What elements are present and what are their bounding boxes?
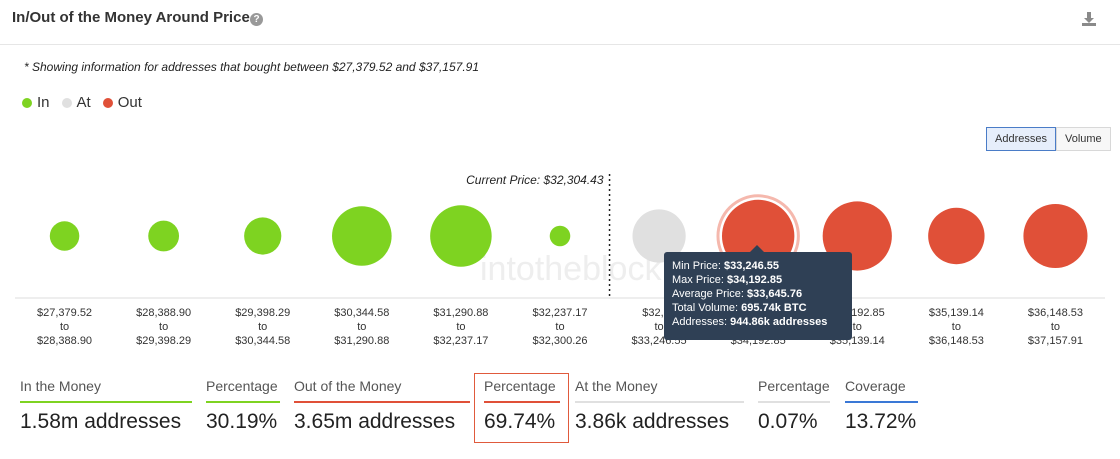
bubble-at[interactable] xyxy=(632,209,686,263)
stat-label: Percentage xyxy=(206,378,278,394)
stat-out-of-the-money: Out of the Money 3.65m addresses xyxy=(294,378,470,434)
tooltip-addresses-label: Addresses: xyxy=(672,316,728,328)
stat-value: 30.19% xyxy=(206,410,278,433)
stat-value: 0.07% xyxy=(758,410,818,433)
stats-row: In the Money 1.58m addresses Percentage … xyxy=(0,370,1120,459)
highlight-box xyxy=(474,373,569,443)
page-title: In/Out of the Money Around Price xyxy=(12,9,250,26)
stat-label: Percentage xyxy=(484,378,556,394)
stat-value: 13.72% xyxy=(845,410,917,433)
tooltip-min-value: $33,246.55 xyxy=(723,260,780,272)
stat-value: 3.65m addresses xyxy=(294,410,456,433)
bin-label: $28,388.90 xyxy=(136,307,191,319)
bin-label: to xyxy=(1051,321,1060,333)
metric-toggle: Addresses Volume xyxy=(986,127,1111,151)
stat-bar xyxy=(758,401,830,403)
stat-value: 1.58m addresses xyxy=(20,410,182,433)
bubble-in[interactable] xyxy=(430,205,492,267)
stat-in-the-money: In the Money 1.58m addresses xyxy=(20,378,192,434)
bin-label: to xyxy=(952,321,961,333)
bin-label: $31,290.88 xyxy=(433,307,488,319)
bin-label: to xyxy=(60,321,69,333)
stat-bar xyxy=(206,401,280,403)
stat-label: Out of the Money xyxy=(294,378,402,394)
stat-label: Coverage xyxy=(845,378,906,394)
range-note: * Showing information for addresses that… xyxy=(24,60,479,74)
bubble-in[interactable] xyxy=(148,220,180,252)
addresses-button[interactable]: Addresses xyxy=(986,127,1056,151)
stat-label: In the Money xyxy=(20,378,101,394)
legend-label-in: In xyxy=(37,94,50,111)
legend-item-in[interactable]: In xyxy=(22,94,50,111)
legend: In At Out xyxy=(22,94,154,111)
tooltip-arrow xyxy=(750,245,764,252)
stat-coverage: Coverage 13.72% xyxy=(845,378,918,434)
bubble-out[interactable] xyxy=(1023,203,1088,269)
tooltip-volume-value: 695.74k BTC xyxy=(741,302,807,314)
bubble-in[interactable] xyxy=(549,225,571,247)
stat-bar xyxy=(484,401,560,403)
bin-label: to xyxy=(456,321,465,333)
stat-at-percentage: Percentage 0.07% xyxy=(758,378,830,434)
stat-value: 3.86k addresses xyxy=(575,410,730,433)
bin-label: $32,300.26 xyxy=(532,335,587,347)
bubble-chart: intotheblock $27,379.52 to $28,388.90 $28,38… xyxy=(15,173,1105,347)
bin-label: $31,290.88 xyxy=(334,335,389,347)
stat-bar xyxy=(575,401,744,403)
bin-label: to xyxy=(357,321,366,333)
stat-bar xyxy=(845,401,918,403)
bin-label: $36,148.53 xyxy=(1028,307,1083,319)
bin-label: $27,379.52 xyxy=(37,307,92,319)
download-icon[interactable] xyxy=(1080,10,1098,28)
tooltip-avg-value: $33,645.76 xyxy=(747,288,803,300)
bubble-out[interactable] xyxy=(928,207,985,265)
bubble-in[interactable] xyxy=(244,217,282,255)
bubble-in[interactable] xyxy=(332,206,392,266)
legend-item-out[interactable]: Out xyxy=(102,94,142,111)
stat-label: At the Money xyxy=(575,378,658,394)
bin-label: $30,344.58 xyxy=(334,307,389,319)
bin-label: $28,388.90 xyxy=(37,335,92,347)
current-price-label: Current Price: $32,304.43 xyxy=(466,173,604,187)
bin-label: $37,157.91 xyxy=(1028,335,1083,347)
tooltip-max-value: $34,192.85 xyxy=(727,274,783,286)
stat-label: Percentage xyxy=(758,378,830,394)
tooltip-avg-label: Average Price: xyxy=(672,288,744,300)
bin-label: to xyxy=(654,321,663,333)
bin-label: to xyxy=(853,321,862,333)
question-icon[interactable]: ? xyxy=(250,13,263,26)
bin-label: $30,344.58 xyxy=(235,335,290,347)
stat-in-percentage: Percentage 30.19% xyxy=(206,378,280,434)
stat-out-percentage: Percentage 69.74% xyxy=(484,378,560,434)
tooltip-min-label: Min Price: xyxy=(672,260,721,272)
legend-label-out: Out xyxy=(117,94,142,111)
header: In/Out of the Money Around Price ? xyxy=(0,0,1120,45)
legend-dot-out xyxy=(102,97,113,108)
legend-label-at: At xyxy=(76,94,91,111)
bin-label: $29,398.29 xyxy=(136,335,191,347)
bin-label: $32,237.17 xyxy=(532,307,587,319)
bubble-in[interactable] xyxy=(49,221,80,251)
stat-value: 69.74% xyxy=(484,410,556,433)
bin-label: $29,398.29 xyxy=(235,307,290,319)
bin-label: $32,237.17 xyxy=(433,335,488,347)
legend-dot-at xyxy=(61,97,72,108)
bin-label: to xyxy=(159,321,168,333)
legend-dot-in xyxy=(22,97,32,108)
tooltip: Min Price: $33,246.55 Max Price: $34,192… xyxy=(664,252,852,340)
tooltip-addresses-value: 944.86k addresses xyxy=(730,316,828,328)
bin-label: to xyxy=(555,321,564,333)
legend-item-at[interactable]: At xyxy=(61,94,91,111)
stat-bar xyxy=(294,401,470,403)
bin-label: $36,148.53 xyxy=(929,335,984,347)
bin-label: $35,139.14 xyxy=(929,307,984,319)
stat-at-the-money: At the Money 3.86k addresses xyxy=(575,378,744,434)
watermark: intotheblock xyxy=(480,250,662,288)
bin-label: to xyxy=(258,321,267,333)
stat-bar xyxy=(20,401,192,403)
volume-button[interactable]: Volume xyxy=(1055,127,1111,151)
tooltip-volume-label: Total Volume: xyxy=(672,302,739,314)
tooltip-max-label: Max Price: xyxy=(672,274,724,286)
